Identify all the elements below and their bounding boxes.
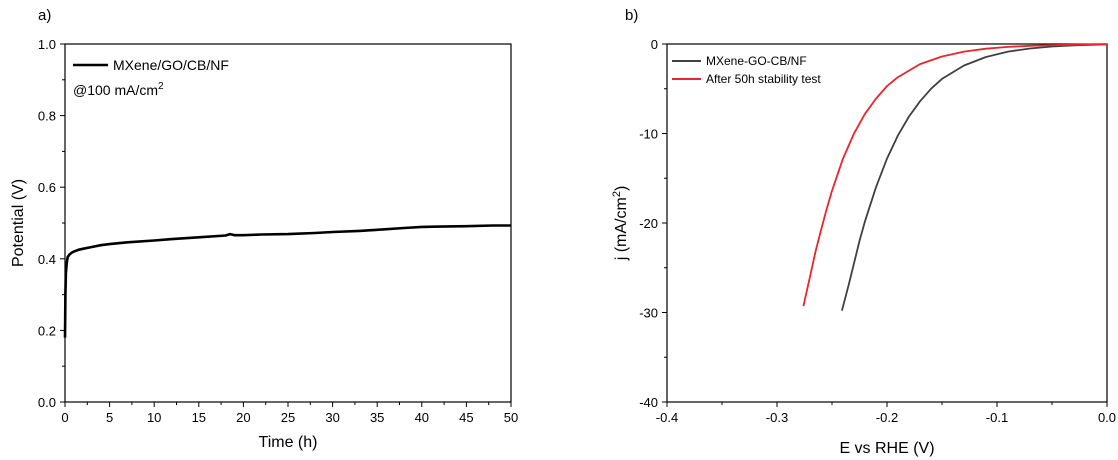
panel-b-label: b): [625, 7, 638, 24]
panel-b-y-tick-label: -40: [639, 395, 658, 410]
panel-a-x-tick-label: 25: [281, 410, 295, 425]
panel-b-y-axis-label-superscript: 2: [611, 191, 623, 197]
panel-a-x-tick-label: 20: [236, 410, 250, 425]
panel-a-annotation-superscript: 2: [158, 81, 164, 92]
panel-a-x-tick-label: 10: [147, 410, 161, 425]
panel-a-y-tick-label: 0.6: [38, 180, 56, 195]
panel-b-x-tick-label: -0.2: [876, 410, 898, 425]
panel-a-potential-vs-time: a) 0 5 10 15 20 25 30 35 40 45 50 0.0 0.2 0.4 0.6 0.8 1.…: [10, 7, 518, 451]
panel-a-y-axis-label: Potential (V): [10, 179, 27, 267]
panel-b-y-axis-label: j (mA/cm2): [611, 186, 630, 262]
panel-b-polarization-curves: b) -0.4 -0.3 -0.2 -0.1 0.0 -40 -30 -20 -10 0 E vs…: [611, 7, 1116, 457]
panel-a-x-tick-label: 40: [415, 410, 429, 425]
panel-b-y-tick-label: 0: [651, 37, 658, 52]
panel-b-x-tick-label: -0.1: [986, 410, 1008, 425]
panel-a-series-lines: [63, 224, 511, 338]
panel-a-y-tick-label: 0.4: [38, 252, 56, 267]
panel-a-y-tick-label: 0.0: [38, 395, 56, 410]
panel-b-legend-label-1: MXene-GO-CB/NF: [706, 54, 807, 68]
panel-b-x-tick-label: 0.0: [1098, 410, 1116, 425]
panel-a-y-tick-label: 0.8: [38, 109, 56, 124]
panel-b-x-tick-label: -0.3: [766, 410, 788, 425]
panel-b-y-tick-label: -20: [639, 216, 658, 231]
panel-b-y-tick-label: -10: [639, 127, 658, 142]
panel-b-series-line-2: [802, 43, 1108, 307]
panel-a-y-tick-label: 0.2: [38, 323, 56, 338]
panel-a-y-tick-label: 1.0: [38, 37, 56, 52]
panel-b-series-lines: [802, 43, 1108, 311]
panel-b-x-tick-label: -0.4: [656, 410, 678, 425]
panel-b-plot-frame: [666, 43, 1108, 403]
panel-a-label: a): [38, 7, 51, 24]
panel-b-legend-label-2: After 50h stability test: [706, 72, 821, 86]
panel-a-x-tick-label: 50: [504, 410, 518, 425]
panel-b-series-line-1: [841, 43, 1108, 311]
panel-a-x-tick-label: 35: [370, 410, 384, 425]
panel-a-legend-label: MXene/GO/CB/NF: [113, 57, 229, 73]
panel-b-y-tick-label: -30: [639, 306, 658, 321]
panel-a-x-tick-label: 15: [192, 410, 206, 425]
panel-a-x-tick-label: 45: [459, 410, 473, 425]
panel-b-ticks: -0.4 -0.3 -0.2 -0.1 0.0 -40 -30 -20 -10 0: [639, 37, 1116, 425]
panel-a-annotation: @100 mA/cm2: [73, 81, 164, 98]
panel-a-ticks: 0 5 10 15 20 25 30 35 40 45 50 0.0 0.2 0.4 0.6 0.8 1.0: [38, 37, 518, 425]
panel-a-x-tick-label: 30: [325, 410, 339, 425]
panel-a-x-tick-label: 0: [61, 410, 68, 425]
panel-a-series-line-1: [63, 224, 511, 338]
panel-a-x-axis-label: Time (h): [259, 434, 318, 451]
panel-a-x-tick-label: 5: [106, 410, 113, 425]
panel-b-x-axis-label: E vs RHE (V): [839, 440, 934, 457]
